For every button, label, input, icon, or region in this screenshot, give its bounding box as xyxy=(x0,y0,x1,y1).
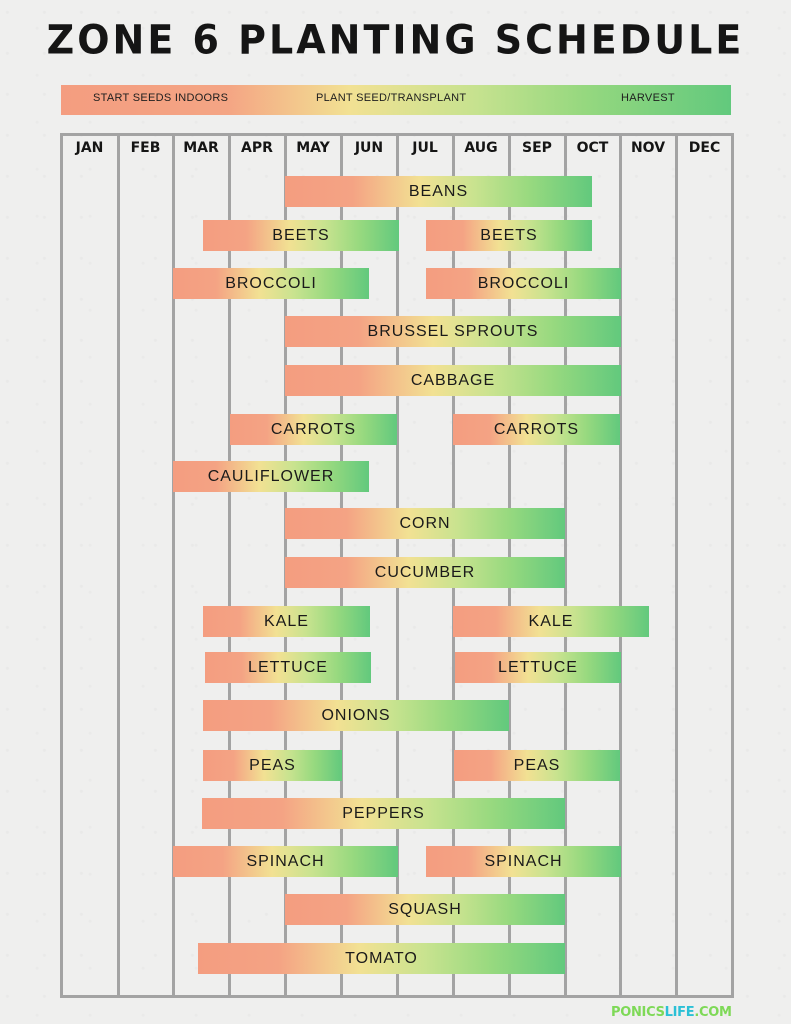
legend-gradient-bar: START SEEDS INDOORS PLANT SEED/TRANSPLAN… xyxy=(61,85,731,115)
crop-bar-cabbage: CABBAGE xyxy=(285,365,621,396)
month-header-oct: OCT xyxy=(576,140,609,156)
grid-divider xyxy=(228,133,231,998)
crop-bar-carrots: CARROTS xyxy=(230,414,397,445)
month-header-dec: DEC xyxy=(688,140,721,156)
page-title: ZONE 6 PLANTING SCHEDULE xyxy=(46,16,745,64)
month-header-jul: JUL xyxy=(412,140,438,156)
crop-bar-cauliflower: CAULIFLOWER xyxy=(173,461,369,492)
month-header-may: MAY xyxy=(296,140,330,156)
grid-divider xyxy=(619,133,622,998)
crop-bar-corn: CORN xyxy=(285,508,565,539)
logo-part-life: LIFE xyxy=(664,1005,695,1020)
crop-bar-lettuce: LETTUCE xyxy=(455,652,621,683)
crop-bar-kale: KALE xyxy=(203,606,370,637)
legend-harvest: HARVEST xyxy=(621,92,675,104)
crop-bar-beets: BEETS xyxy=(426,220,592,251)
crop-bar-squash: SQUASH xyxy=(285,894,565,925)
crop-bar-broccoli: BROCCOLI xyxy=(173,268,369,299)
month-header-jan: JAN xyxy=(75,140,104,156)
crop-bar-peas: PEAS xyxy=(203,750,342,781)
crop-bar-kale: KALE xyxy=(453,606,649,637)
month-header-sep: SEP xyxy=(522,140,552,156)
crop-bar-cucumber: CUCUMBER xyxy=(285,557,565,588)
crop-bar-peppers: PEPPERS xyxy=(202,798,565,829)
month-header-feb: FEB xyxy=(130,140,161,156)
grid-divider xyxy=(117,133,120,998)
grid-divider xyxy=(564,133,567,998)
legend-plant-seed-transplant: PLANT SEED/TRANSPLANT xyxy=(316,92,467,104)
crop-bar-carrots: CARROTS xyxy=(453,414,620,445)
grid-divider xyxy=(675,133,678,998)
month-header-jun: JUN xyxy=(354,140,384,156)
ponicslife-logo: PONICSLIFE.COM xyxy=(611,1005,732,1020)
logo-part-com: .COM xyxy=(694,1005,732,1020)
month-header-nov: NOV xyxy=(630,140,666,156)
crop-bar-onions: ONIONS xyxy=(203,700,509,731)
month-header-mar: MAR xyxy=(183,140,219,156)
crop-bar-peas: PEAS xyxy=(454,750,620,781)
crop-bar-broccoli: BROCCOLI xyxy=(426,268,621,299)
grid-divider xyxy=(172,133,175,998)
month-header-apr: APR xyxy=(241,140,273,156)
logo-part-ponics: PONICS xyxy=(611,1005,665,1020)
crop-bar-spinach: SPINACH xyxy=(173,846,398,877)
crop-bar-lettuce: LETTUCE xyxy=(205,652,371,683)
crop-bar-beans: BEANS xyxy=(285,176,592,207)
crop-bar-tomato: TOMATO xyxy=(198,943,565,974)
crop-bar-brussel-sprouts: BRUSSEL SPROUTS xyxy=(285,316,621,347)
crop-bar-spinach: SPINACH xyxy=(426,846,621,877)
legend-start-seeds-indoors: START SEEDS INDOORS xyxy=(93,92,229,104)
crop-bar-beets: BEETS xyxy=(203,220,399,251)
month-header-aug: AUG xyxy=(464,140,498,156)
